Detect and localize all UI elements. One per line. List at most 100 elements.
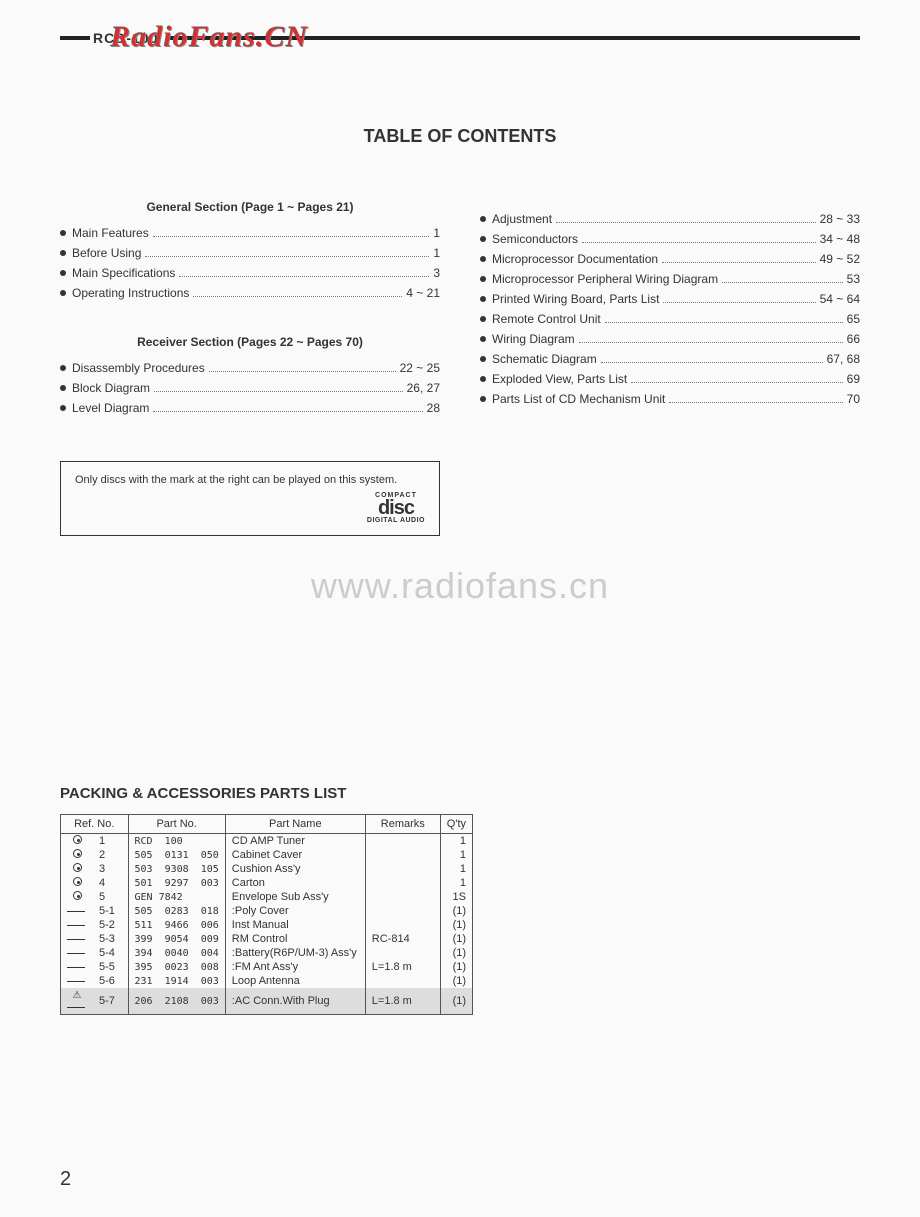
disc-note-box: Only discs with the mark at the right ca… bbox=[60, 461, 440, 536]
target-icon bbox=[73, 835, 82, 844]
toc-entry: Semiconductors 34 ~ 48 bbox=[480, 232, 860, 246]
toc-entry-label: Microprocessor Documentation bbox=[492, 252, 658, 266]
cell-remarks bbox=[365, 918, 440, 932]
toc-entry-page: 53 bbox=[847, 272, 860, 286]
general-section-header: General Section (Page 1 ~ Pages 21) bbox=[60, 200, 440, 214]
bullet-icon bbox=[480, 256, 486, 262]
parts-list-title: PACKING & ACCESSORIES PARTS LIST bbox=[60, 785, 473, 802]
cell-remarks: RC-814 bbox=[365, 932, 440, 946]
toc-entry-page: 67, 68 bbox=[827, 352, 860, 366]
compact-disc-logo: COMPACT disc DIGITAL AUDIO bbox=[75, 492, 425, 527]
toc-entry-page: 65 bbox=[847, 312, 860, 326]
bullet-icon bbox=[60, 405, 66, 411]
toc-leader-dots bbox=[153, 236, 430, 237]
cell-part-name: :AC Conn.With Plug bbox=[225, 988, 365, 1015]
cell-remarks bbox=[365, 834, 440, 849]
toc-entry: Block Diagram26, 27 bbox=[60, 381, 440, 395]
cell-part-no: RCD 100 bbox=[128, 834, 225, 849]
cell-remarks bbox=[365, 848, 440, 862]
toc-entry-page: 1 bbox=[433, 246, 440, 260]
subitem-line-icon bbox=[67, 981, 85, 982]
toc-leader-dots bbox=[663, 302, 815, 303]
bullet-icon bbox=[60, 270, 66, 276]
toc-left-column: General Section (Page 1 ~ Pages 21) Main… bbox=[60, 182, 440, 421]
subitem-line-icon bbox=[67, 1007, 85, 1008]
subitem-line-icon bbox=[67, 911, 85, 912]
bullet-icon bbox=[480, 296, 486, 302]
cell-remarks: L=1.8 m bbox=[365, 988, 440, 1015]
toc-entry-page: 1 bbox=[433, 226, 440, 240]
cell-part-no: 503 9308 105 bbox=[128, 862, 225, 876]
col-part-no: Part No. bbox=[128, 815, 225, 834]
cell-part-no: 501 9297 003 bbox=[128, 876, 225, 890]
cell-qty: 1 bbox=[440, 848, 472, 862]
cell-part-name: Cabinet Caver bbox=[225, 848, 365, 862]
toc-entry: Exploded View, Parts List69 bbox=[480, 372, 860, 386]
cell-qty: 1S bbox=[440, 890, 472, 904]
toc-entry-label: Semiconductors bbox=[492, 232, 578, 246]
toc-entry-page: 70 bbox=[847, 392, 860, 406]
cell-ref: 5-7 bbox=[93, 988, 128, 1015]
toc-leader-dots bbox=[579, 342, 843, 343]
toc-entry-label: Before Using bbox=[72, 246, 141, 260]
toc-entry: Disassembly Procedures22 ~ 25 bbox=[60, 361, 440, 375]
toc-entry-label: Exploded View, Parts List bbox=[492, 372, 627, 386]
cell-remarks bbox=[365, 862, 440, 876]
toc-entry: Wiring Diagram66 bbox=[480, 332, 860, 346]
toc-leader-dots bbox=[631, 382, 842, 383]
toc-entry: Before Using 1 bbox=[60, 246, 440, 260]
cell-part-no: 505 0131 050 bbox=[128, 848, 225, 862]
cell-part-name: Carton bbox=[225, 876, 365, 890]
bullet-icon bbox=[60, 230, 66, 236]
toc-entry-label: Operating Instructions bbox=[72, 286, 189, 300]
parts-table: Ref. No. Part No. Part Name Remarks Q'ty… bbox=[60, 814, 473, 1015]
toc-leader-dots bbox=[662, 262, 816, 263]
bullet-icon bbox=[480, 376, 486, 382]
cell-qty: 1 bbox=[440, 862, 472, 876]
table-row: ⚠ 5-7206 2108 003:AC Conn.With PlugL=1.8 … bbox=[61, 988, 473, 1015]
subitem-line-icon bbox=[67, 953, 85, 954]
bullet-icon bbox=[60, 250, 66, 256]
toc-entry: Schematic Diagram 67, 68 bbox=[480, 352, 860, 366]
col-part-name: Part Name bbox=[225, 815, 365, 834]
target-icon bbox=[73, 849, 82, 858]
cell-qty: (1) bbox=[440, 946, 472, 960]
cell-part-no: 206 2108 003 bbox=[128, 988, 225, 1015]
toc-entry-page: 22 ~ 25 bbox=[400, 361, 440, 375]
table-row: 5-3399 9054 009RM ControlRC-814(1) bbox=[61, 932, 473, 946]
toc-entry-page: 34 ~ 48 bbox=[820, 232, 860, 246]
toc-entry-page: 54 ~ 64 bbox=[820, 292, 860, 306]
cell-part-name: Cushion Ass'y bbox=[225, 862, 365, 876]
toc-entry: Level Diagram 28 bbox=[60, 401, 440, 415]
toc-leader-dots bbox=[601, 362, 823, 363]
cell-ref: 2 bbox=[93, 848, 128, 862]
toc-entry-label: Level Diagram bbox=[72, 401, 149, 415]
cd-logo-disc: disc bbox=[367, 499, 425, 517]
table-row: 2505 0131 050Cabinet Caver 1 bbox=[61, 848, 473, 862]
toc-entry-label: Block Diagram bbox=[72, 381, 150, 395]
toc-entry: Parts List of CD Mechanism Unit70 bbox=[480, 392, 860, 406]
col-ref-no: Ref. No. bbox=[61, 815, 129, 834]
cell-part-no: 511 9466 006 bbox=[128, 918, 225, 932]
cell-qty: (1) bbox=[440, 932, 472, 946]
table-row: 4501 9297 003Carton1 bbox=[61, 876, 473, 890]
subitem-line-icon bbox=[67, 967, 85, 968]
toc-entry-page: 66 bbox=[847, 332, 860, 346]
toc-entry: Main Specifications3 bbox=[60, 266, 440, 280]
toc-entry-page: 28 bbox=[427, 401, 440, 415]
triangle-icon: ⚠ bbox=[73, 990, 82, 1001]
cell-remarks bbox=[365, 876, 440, 890]
toc-entry-label: Main Specifications bbox=[72, 266, 175, 280]
toc-leader-dots bbox=[556, 222, 816, 223]
cell-part-name: Envelope Sub Ass'y bbox=[225, 890, 365, 904]
toc-entry-label: Microprocessor Peripheral Wiring Diagram bbox=[492, 272, 718, 286]
bullet-icon bbox=[480, 276, 486, 282]
table-row: 5-5395 0023 008:FM Ant Ass'yL=1.8 m(1) bbox=[61, 960, 473, 974]
cell-part-no: 394 0040 004 bbox=[128, 946, 225, 960]
toc-entry-label: Schematic Diagram bbox=[492, 352, 597, 366]
bullet-icon bbox=[480, 316, 486, 322]
parts-list-section: PACKING & ACCESSORIES PARTS LIST Ref. No… bbox=[60, 785, 473, 1015]
cell-part-no: 231 1914 003 bbox=[128, 974, 225, 988]
subitem-line-icon bbox=[67, 925, 85, 926]
cell-part-name: :FM Ant Ass'y bbox=[225, 960, 365, 974]
